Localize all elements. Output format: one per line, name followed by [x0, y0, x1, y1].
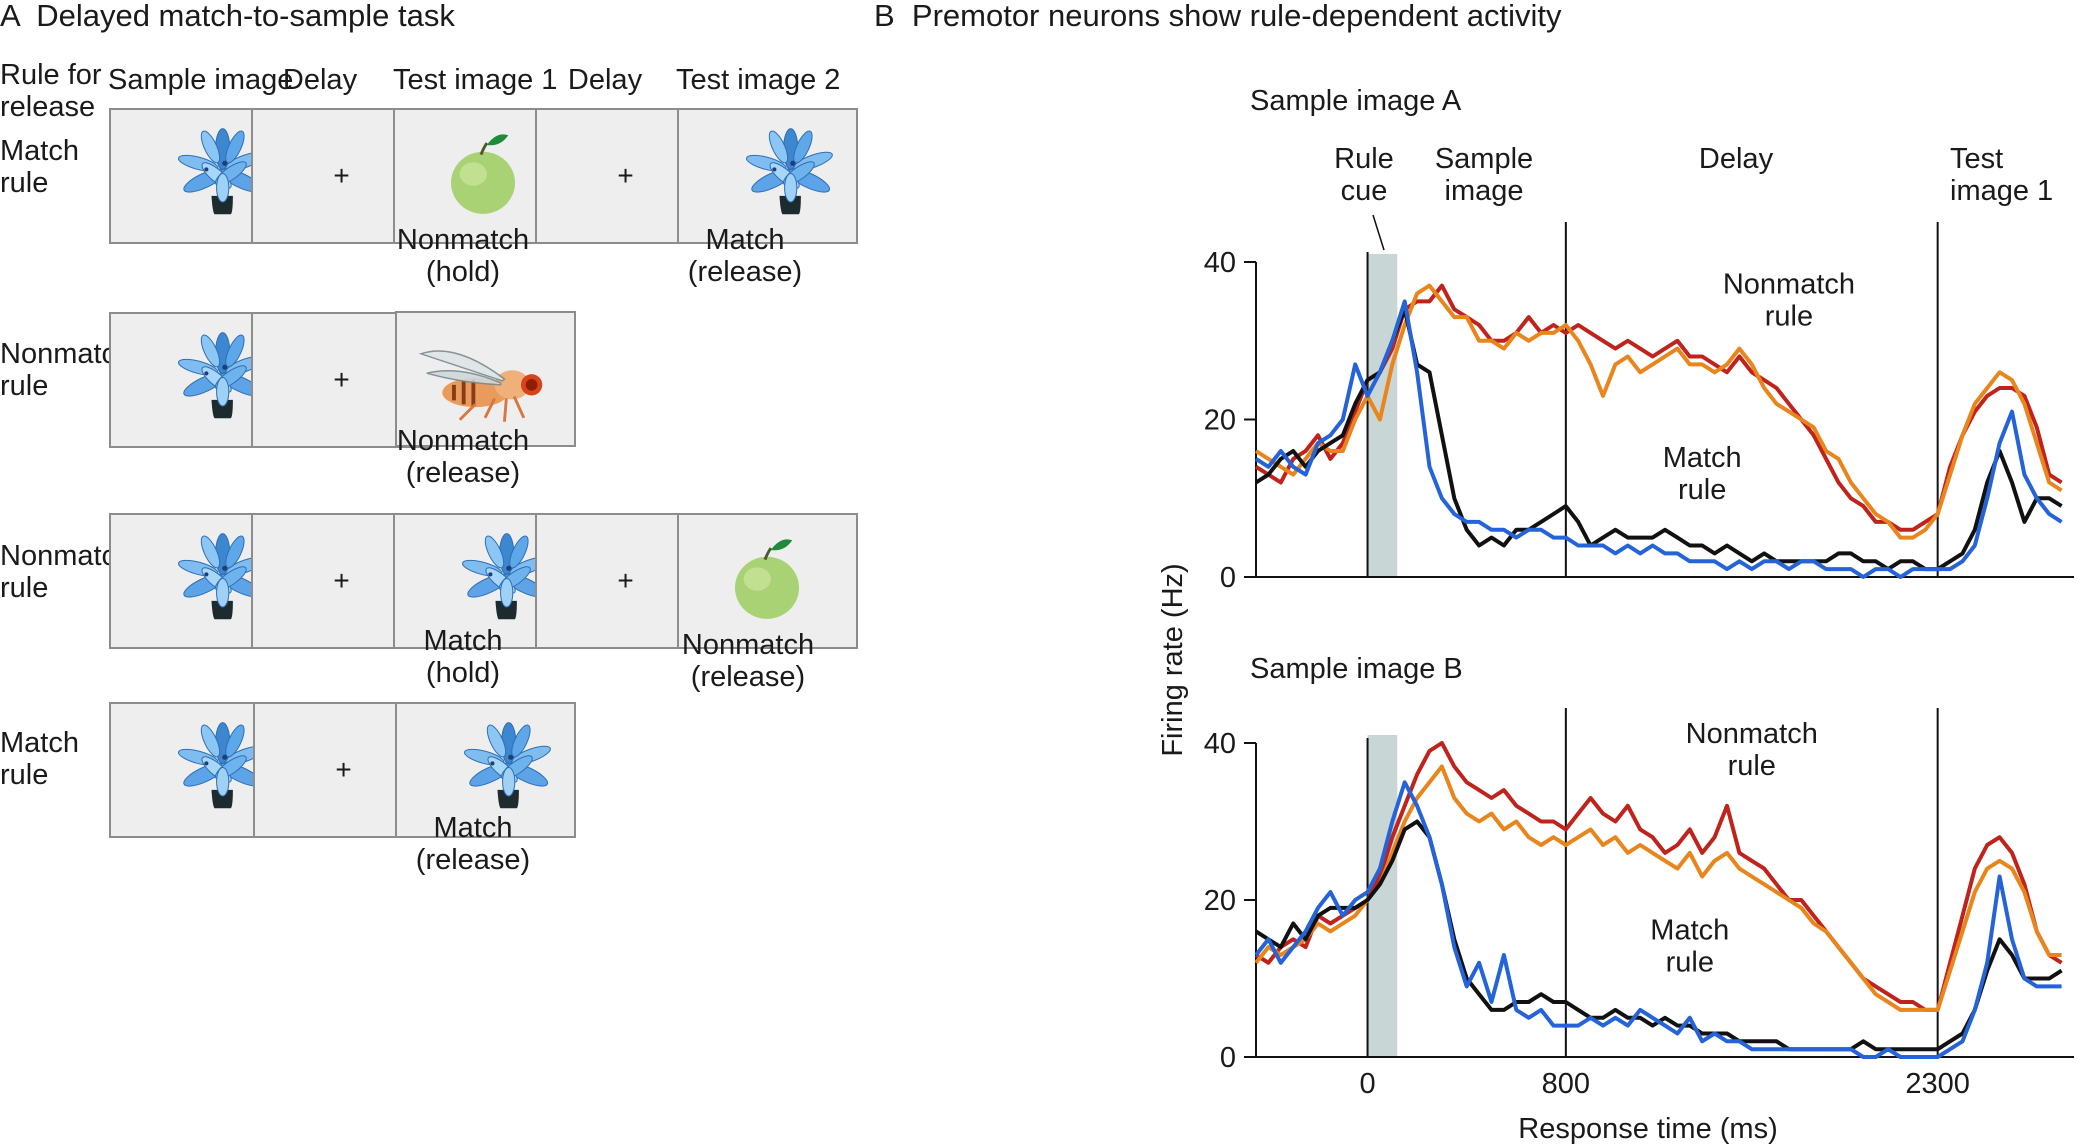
x-tick-label: 0 [1359, 1068, 1375, 1100]
period-label-test: Test image 1 [1950, 143, 2053, 207]
rule-column-header: Rule for release [0, 59, 102, 123]
fixation-cross: + [617, 565, 634, 596]
row-1-outcome-test2: Match (release) [687, 224, 803, 288]
row-1-test2-panel [677, 108, 858, 244]
chart-title: Sample image A [1250, 85, 1462, 117]
row-2-outcome-test1: Nonmatch (release) [396, 425, 530, 489]
y-tick-label: 0 [1220, 1042, 1236, 1074]
row-1-rule: Match rule [0, 135, 79, 199]
row-3-test2-panel [677, 513, 858, 649]
rule-annotation: Nonmatch rule [1723, 269, 1855, 333]
period-label-sample: Sample image [1435, 143, 1533, 207]
y-tick-label: 20 [1204, 405, 1236, 437]
rule-cue-pointer [1372, 214, 1385, 251]
panel-b-title: B Premotor neurons show rule-dependent a… [874, 0, 1562, 33]
fixation-cross: + [333, 565, 350, 596]
row-2-test1-panel [395, 311, 576, 447]
row-3-outcome-test2: Nonmatch (release) [681, 629, 815, 693]
row-4-rule: Match rule [0, 727, 79, 791]
x-tick-label: 2300 [1905, 1068, 1970, 1100]
y-tick-label: 20 [1204, 885, 1236, 917]
col-header-test-1: Test image 1 [393, 64, 558, 96]
period-label-rule-cue: Rule cue [1334, 143, 1394, 207]
series-line [1254, 764, 2062, 1012]
period-label-delay: Delay [1699, 143, 1774, 175]
x-axis-label: Response time (ms) [1518, 1113, 1777, 1145]
fixation-cross: + [617, 160, 634, 191]
fixation-cross: + [333, 364, 350, 395]
row-1-outcome-test1: Nonmatch (hold) [396, 224, 530, 288]
rule-annotation: Nonmatch rule [1686, 718, 1818, 782]
rule-annotation: Match rule [1650, 914, 1729, 978]
row-3-outcome-test1: Match (hold) [423, 625, 503, 689]
y-tick-label: 40 [1204, 247, 1236, 279]
col-header-delay-2: Delay [567, 64, 643, 96]
row-4-test1-panel [395, 702, 576, 838]
series-line [1254, 780, 2062, 1059]
fixation-cross: + [333, 160, 350, 191]
x-tick-label: 800 [1542, 1068, 1590, 1100]
col-header-delay-1: Delay [282, 64, 358, 96]
series-line [1254, 283, 2063, 540]
chart-title: Sample image B [1250, 653, 1463, 685]
y-axis-label: Firing rate (Hz) [1157, 563, 1189, 756]
y-tick-label: 0 [1220, 562, 1236, 594]
row-4-outcome-test1: Match (release) [415, 812, 531, 876]
rule-annotation: Match rule [1663, 442, 1742, 506]
y-tick-label: 40 [1204, 728, 1236, 760]
panel-a-title: A Delayed match-to-sample task [0, 0, 455, 33]
fixation-cross: + [335, 754, 352, 785]
series-line [1254, 299, 2063, 579]
series-line [1254, 283, 2063, 532]
